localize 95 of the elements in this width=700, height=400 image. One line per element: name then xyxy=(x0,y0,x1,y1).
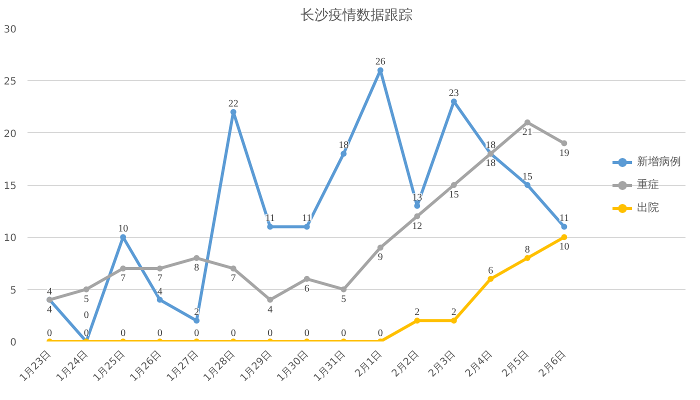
point xyxy=(488,276,494,282)
point xyxy=(304,276,310,282)
x-tick-label: 1月31日 xyxy=(312,348,348,384)
data-label: 7 xyxy=(157,272,162,284)
point xyxy=(83,286,90,292)
point xyxy=(377,244,384,251)
data-label: 12 xyxy=(412,220,422,232)
data-label: 26 xyxy=(375,56,386,68)
chart-title: 长沙疫情数据跟踪 xyxy=(300,8,412,24)
data-label: 10 xyxy=(118,224,128,235)
y-tick-label: 30 xyxy=(4,24,17,36)
legend-label: 出院 xyxy=(637,200,659,215)
x-tick-label: 2月3日 xyxy=(426,348,458,380)
data-label: 4 xyxy=(47,286,52,298)
legend-label: 新增病例 xyxy=(637,154,681,169)
data-label: 7 xyxy=(120,272,126,284)
data-label: 4 xyxy=(47,304,52,316)
data-label: 8 xyxy=(524,244,530,256)
point xyxy=(156,296,163,303)
data-label: 2 xyxy=(194,307,200,318)
data-label: 0 xyxy=(120,328,126,339)
x-tick-label: 1月27日 xyxy=(165,348,200,384)
data-label: 18 xyxy=(486,158,496,170)
data-label: 10 xyxy=(559,242,570,253)
x-tick-label: 1月24日 xyxy=(54,348,90,384)
data-label: 4 xyxy=(157,286,162,298)
y-tick-label: 10 xyxy=(4,233,17,244)
x-tick-label: 2月6日 xyxy=(537,348,568,380)
data-label: 0 xyxy=(341,328,346,339)
data-label: 8 xyxy=(194,262,200,274)
point xyxy=(524,255,530,262)
data-label: 0 xyxy=(230,328,236,339)
y-tick-label: 5 xyxy=(10,285,17,296)
x-tick-label: 1月25日 xyxy=(92,348,127,384)
data-label: 0 xyxy=(84,310,89,321)
point xyxy=(304,224,310,230)
data-label: 5 xyxy=(84,294,89,305)
data-label: 18 xyxy=(338,140,349,152)
x-tick-label: 1月30日 xyxy=(275,348,311,384)
data-label: 2 xyxy=(414,307,420,318)
data-label: 19 xyxy=(559,148,570,159)
data-label: 2 xyxy=(451,307,456,318)
data-label: 5 xyxy=(341,294,346,305)
x-tick-label: 1月26日 xyxy=(128,348,164,384)
data-label: 0 xyxy=(304,328,310,339)
data-label: 23 xyxy=(448,88,459,100)
data-label: 21 xyxy=(522,126,532,138)
y-tick-label: 0 xyxy=(10,338,17,348)
point xyxy=(561,234,568,240)
y-tick-label: 20 xyxy=(4,128,17,140)
point xyxy=(194,318,200,324)
point xyxy=(156,265,163,272)
data-label: 11 xyxy=(302,213,312,224)
point xyxy=(450,182,457,188)
x-tick-label: 2月1日 xyxy=(353,348,384,380)
y-tick-label: 15 xyxy=(4,181,17,192)
point xyxy=(230,108,236,115)
point xyxy=(267,296,274,303)
data-label: 11 xyxy=(559,213,570,224)
legend-label: 重症 xyxy=(637,177,659,192)
data-label: 11 xyxy=(265,213,275,224)
point xyxy=(340,286,347,292)
point xyxy=(524,119,530,126)
data-label: 4 xyxy=(268,304,273,316)
data-label: 0 xyxy=(194,328,200,339)
data-label: 6 xyxy=(488,265,494,276)
data-label: 22 xyxy=(228,98,238,110)
point xyxy=(524,182,530,188)
x-tick-label: 1月28日 xyxy=(202,348,238,384)
x-tick-label: 1月29日 xyxy=(238,348,274,384)
point xyxy=(561,140,568,146)
data-label: 0 xyxy=(378,328,383,339)
point xyxy=(414,318,420,324)
x-tick-label: 2月2日 xyxy=(390,348,422,380)
point xyxy=(414,213,420,220)
data-label: 18 xyxy=(486,140,496,152)
point xyxy=(561,224,568,230)
x-tick-label: 2月4日 xyxy=(464,348,495,380)
point xyxy=(267,224,274,230)
data-label: 0 xyxy=(84,328,89,339)
data-label: 15 xyxy=(448,190,459,200)
y-tick-label: 25 xyxy=(4,76,17,88)
x-tick-label: 2月5日 xyxy=(500,348,532,380)
data-label: 15 xyxy=(522,172,532,182)
point xyxy=(450,318,457,324)
data-label: 9 xyxy=(378,252,383,264)
data-label: 7 xyxy=(230,272,236,284)
data-label: 0 xyxy=(157,328,162,339)
data-label: 0 xyxy=(47,328,52,339)
point xyxy=(340,150,347,157)
point xyxy=(194,255,200,262)
data-label: 0 xyxy=(268,328,273,339)
x-tick-label: 1月23日 xyxy=(18,348,54,384)
point xyxy=(230,265,236,272)
data-label: 6 xyxy=(304,283,310,294)
